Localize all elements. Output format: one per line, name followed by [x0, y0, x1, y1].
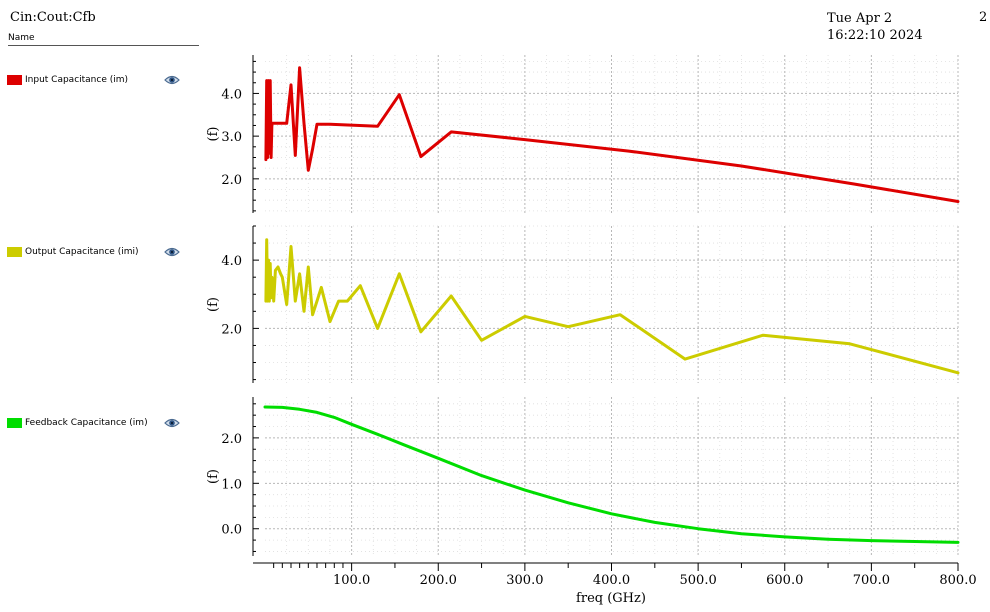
- legend-name-header: Name: [8, 33, 199, 46]
- series-line[interactable]: [263, 405, 960, 544]
- legend-swatch: [7, 247, 22, 257]
- legend-item-label: Input Capacitance (im): [25, 75, 129, 85]
- legend-item-label: Output Capacitance (imi): [25, 247, 139, 257]
- y-tick-label: 1.0: [221, 477, 242, 492]
- x-tick-label: 200.0: [420, 573, 457, 588]
- timestamp: Tue Apr 2 16:22:10 2024: [827, 11, 923, 43]
- y-tick-label: 2.0: [221, 322, 242, 337]
- legend-swatch: [7, 75, 22, 85]
- y-tick-label: 2.0: [221, 432, 242, 447]
- y-tick-label: 3.0: [221, 130, 242, 145]
- series-line[interactable]: [264, 66, 960, 203]
- x-tick-label: 100.0: [333, 573, 370, 588]
- x-axis-label: freq (GHz): [576, 591, 646, 606]
- y-axis-label: (f): [206, 297, 221, 312]
- series-line[interactable]: [264, 238, 960, 375]
- y-axis-label: (f): [206, 469, 221, 484]
- eye-icon[interactable]: [164, 416, 180, 430]
- y-axis-label: (f): [206, 127, 221, 142]
- y-tick-label: 4.0: [221, 254, 242, 269]
- eye-icon[interactable]: [164, 245, 180, 259]
- legend-swatch: [7, 418, 22, 428]
- eye-icon[interactable]: [164, 73, 180, 87]
- x-tick-label: 600.0: [766, 573, 803, 588]
- y-tick-label: 2.0: [221, 173, 242, 188]
- x-tick-label: 700.0: [853, 573, 890, 588]
- legend-item-label: Feedback Capacitance (im): [25, 418, 148, 428]
- x-tick-label: 500.0: [680, 573, 717, 588]
- x-tick-label: 800.0: [939, 573, 976, 588]
- y-tick-label: 0.0: [221, 523, 242, 538]
- legend-item-output-capacitance[interactable]: Output Capacitance (imi): [7, 246, 182, 260]
- x-tick-label: 300.0: [506, 573, 543, 588]
- x-tick-label: 400.0: [593, 573, 630, 588]
- page-number: 2: [979, 10, 988, 25]
- y-tick-label: 4.0: [221, 87, 242, 102]
- legend-item-feedback-capacitance[interactable]: Feedback Capacitance (im): [7, 417, 182, 431]
- legend-item-input-capacitance[interactable]: Input Capacitance (im): [7, 74, 182, 88]
- chart-window-title: Cin:Cout:Cfb: [10, 10, 96, 25]
